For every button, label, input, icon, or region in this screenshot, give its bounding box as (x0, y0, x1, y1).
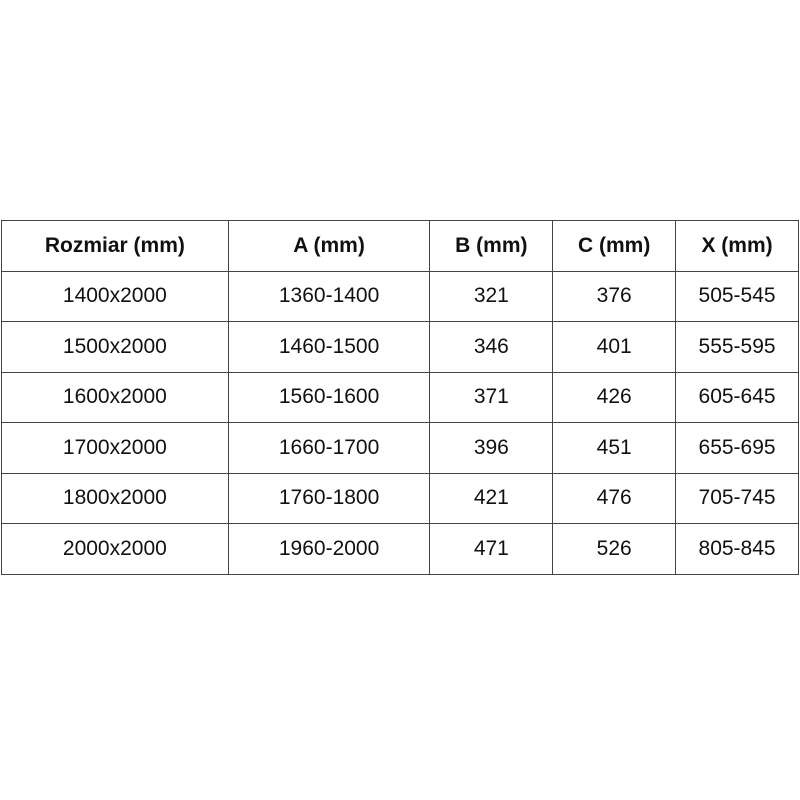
dimensions-table: Rozmiar (mm) A (mm) B (mm) C (mm) X (mm)… (1, 220, 799, 575)
table-row: 1600x2000 1560-1600 371 426 605-645 (1, 371, 799, 423)
table-cell: 426 (552, 371, 677, 423)
table-cell: 1600x2000 (1, 371, 229, 423)
table-cell: 1400x2000 (1, 270, 229, 322)
table-row: 1500x2000 1460-1500 346 401 555-595 (1, 321, 799, 373)
header-row: Rozmiar (mm) A (mm) B (mm) C (mm) X (mm) (1, 220, 799, 272)
table-row: 1400x2000 1360-1400 321 376 505-545 (1, 270, 799, 322)
table-cell: 505-545 (675, 270, 799, 322)
table-cell: 1700x2000 (1, 422, 229, 474)
table-cell: 805-845 (675, 523, 799, 575)
header-cell: Rozmiar (mm) (1, 220, 229, 272)
table-cell: 401 (552, 321, 677, 373)
table-row: 2000x2000 1960-2000 471 526 805-845 (1, 523, 799, 575)
table-row: 1800x2000 1760-1800 421 476 705-745 (1, 472, 799, 524)
table-cell: 1960-2000 (227, 523, 431, 575)
header-cell: B (mm) (429, 220, 554, 272)
table-cell: 1760-1800 (227, 472, 431, 524)
table-cell: 476 (552, 472, 677, 524)
table-cell: 396 (429, 422, 554, 474)
table-cell: 555-595 (675, 321, 799, 373)
table-cell: 346 (429, 321, 554, 373)
table-cell: 376 (552, 270, 677, 322)
table-cell: 655-695 (675, 422, 799, 474)
table-cell: 471 (429, 523, 554, 575)
table-cell: 1460-1500 (227, 321, 431, 373)
header-cell: X (mm) (675, 220, 799, 272)
table-cell: 1800x2000 (1, 472, 229, 524)
table-cell: 2000x2000 (1, 523, 229, 575)
table-cell: 421 (429, 472, 554, 524)
table-cell: 1660-1700 (227, 422, 431, 474)
table-cell: 1360-1400 (227, 270, 431, 322)
table-cell: 451 (552, 422, 677, 474)
table-cell: 371 (429, 371, 554, 423)
table-cell: 705-745 (675, 472, 799, 524)
table-cell: 605-645 (675, 371, 799, 423)
table-cell: 321 (429, 270, 554, 322)
table-row: 1700x2000 1660-1700 396 451 655-695 (1, 422, 799, 474)
table-cell: 1560-1600 (227, 371, 431, 423)
header-cell: C (mm) (552, 220, 677, 272)
table-cell: 1500x2000 (1, 321, 229, 373)
header-cell: A (mm) (227, 220, 431, 272)
table-cell: 526 (552, 523, 677, 575)
